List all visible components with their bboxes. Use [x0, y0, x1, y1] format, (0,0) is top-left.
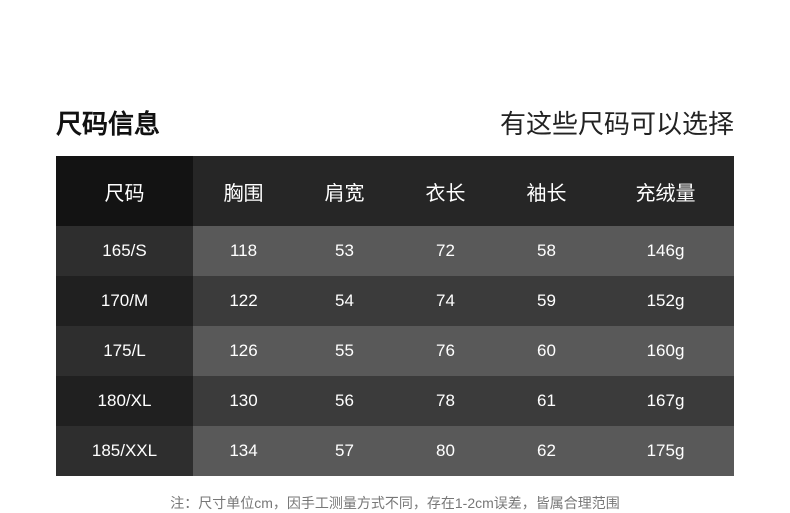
table-cell: 78 — [395, 376, 496, 426]
size-table: 尺码 胸围 肩宽 衣长 袖长 充绒量 165/S 118 53 72 58 146g 170/M 122… — [56, 156, 734, 476]
size-label: 165/S — [56, 226, 193, 276]
section-title: 尺码信息 — [56, 109, 161, 139]
table-row: 180/XL 130 56 78 61 167g — [56, 376, 734, 426]
table-cell: 80 — [395, 426, 496, 476]
table-cell: 126 — [193, 326, 294, 376]
table-cell: 72 — [395, 226, 496, 276]
table-cell: 152g — [597, 276, 734, 326]
table-cell: 122 — [193, 276, 294, 326]
table-cell: 74 — [395, 276, 496, 326]
table-row: 165/S 118 53 72 58 146g — [56, 226, 734, 276]
table-cell: 58 — [496, 226, 597, 276]
table-cell: 130 — [193, 376, 294, 426]
header-row: 尺码 胸围 肩宽 衣长 袖长 充绒量 — [56, 156, 734, 226]
table-cell: 160g — [597, 326, 734, 376]
table-cell: 53 — [294, 226, 395, 276]
column-header: 胸围 — [193, 156, 294, 226]
table-cell: 76 — [395, 326, 496, 376]
size-label: 180/XL — [56, 376, 193, 426]
table-row: 175/L 126 55 76 60 160g — [56, 326, 734, 376]
table-cell: 54 — [294, 276, 395, 326]
table-cell: 60 — [496, 326, 597, 376]
table-cell: 118 — [193, 226, 294, 276]
table-cell: 175g — [597, 426, 734, 476]
table-cell: 57 — [294, 426, 395, 476]
table-cell: 61 — [496, 376, 597, 426]
table-row: 170/M 122 54 74 59 152g — [56, 276, 734, 326]
section-subtitle: 有这些尺码可以选择 — [499, 109, 734, 139]
column-header: 肩宽 — [294, 156, 395, 226]
size-label: 170/M — [56, 276, 193, 326]
table-cell: 59 — [496, 276, 597, 326]
size-label: 175/L — [56, 326, 193, 376]
table-cell: 56 — [294, 376, 395, 426]
table-cell: 146g — [597, 226, 734, 276]
table-cell: 134 — [193, 426, 294, 476]
column-header: 袖长 — [496, 156, 597, 226]
column-header: 充绒量 — [597, 156, 734, 226]
table-cell: 167g — [597, 376, 734, 426]
table-cell: 62 — [496, 426, 597, 476]
column-header: 尺码 — [56, 156, 193, 226]
size-label: 185/XXL — [56, 426, 193, 476]
footnote: 注：尺寸单位cm，因手工测量方式不同，存在1-2cm误差，皆属合理范围 — [170, 495, 620, 511]
table-cell: 55 — [294, 326, 395, 376]
column-header: 衣长 — [395, 156, 496, 226]
table-row: 185/XXL 134 57 80 62 175g — [56, 426, 734, 476]
